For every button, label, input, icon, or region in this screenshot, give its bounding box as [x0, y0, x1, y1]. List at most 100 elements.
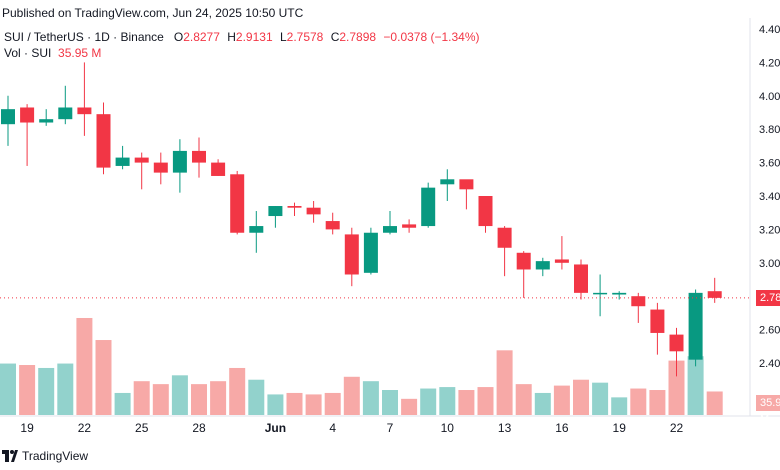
candle-body	[440, 179, 455, 185]
volume-bar	[611, 397, 628, 415]
volume-bar	[534, 392, 551, 415]
volume-bar	[229, 367, 246, 415]
candle-body	[344, 234, 359, 275]
candle	[516, 251, 531, 298]
candle-body	[459, 179, 474, 190]
volume-bar	[324, 392, 341, 415]
published-caption: Published on TradingView.com, Jun 24, 20…	[2, 6, 304, 20]
time-tick-label: 28	[192, 421, 206, 435]
candle-body	[535, 261, 550, 270]
candle-body	[134, 157, 149, 163]
candle	[688, 289, 703, 367]
volume-bar	[439, 387, 456, 415]
candle-body	[58, 107, 73, 120]
candle-body	[153, 162, 168, 173]
candle	[1, 95, 15, 146]
volume-bar	[401, 398, 418, 415]
time-axis[interactable]: 19 22 25 28 Jun 4 7 10 13 16 19 22	[20, 421, 683, 435]
volume-bar	[382, 390, 398, 415]
candle-body	[39, 119, 54, 123]
candle	[707, 277, 722, 303]
candle	[574, 259, 588, 300]
candle	[497, 226, 512, 277]
candle-body	[593, 292, 608, 295]
time-tick-label: 19	[613, 421, 627, 435]
close-value: 2.7898	[339, 30, 377, 44]
candle	[287, 202, 302, 217]
volume-bars	[0, 317, 723, 415]
candle	[115, 145, 130, 170]
candle-body	[268, 206, 283, 217]
price-tick-label: 2.4000	[759, 358, 780, 370]
candle-body	[554, 259, 569, 263]
price-tick-label: 3.8000	[759, 124, 780, 136]
candle-body	[612, 292, 627, 295]
candle-body	[172, 150, 187, 173]
open-value: 2.8277	[183, 30, 220, 44]
candle-body	[96, 114, 111, 168]
volume-bar	[362, 381, 379, 415]
volume-bar	[286, 392, 303, 415]
price-tick-label: 3.4000	[759, 191, 780, 203]
candle-body	[631, 296, 646, 307]
volume-bar	[515, 384, 532, 415]
change-value: −0.0378 (−1.34%)	[383, 30, 480, 44]
candle-body	[707, 291, 722, 298]
candle	[325, 212, 340, 235]
volume-bar	[477, 387, 494, 415]
volume-bar	[152, 384, 169, 415]
volume-bar	[191, 384, 207, 415]
time-tick-label: 7	[387, 421, 394, 435]
volume-bar	[133, 381, 150, 415]
candle-body	[574, 264, 588, 293]
candle	[58, 85, 73, 125]
open-label: O	[173, 30, 184, 44]
candle-body	[77, 107, 92, 115]
current-price-tag: 2.7898	[756, 289, 780, 306]
candle-body	[211, 162, 226, 176]
footer-brand[interactable]: TradingView	[2, 449, 88, 463]
candle-body	[287, 206, 302, 208]
volume-bar	[171, 375, 188, 415]
candle	[669, 327, 684, 377]
time-tick-label: 13	[498, 421, 512, 435]
candle	[459, 179, 474, 210]
low-label: L	[279, 30, 287, 44]
candle	[478, 196, 493, 233]
symbol-title[interactable]: SUI / TetherUS · 1D · Binance	[4, 30, 164, 44]
price-axis[interactable]: 4.4000 4.2000 4.0000 3.8000 3.6000 3.4000 3.20…	[759, 24, 780, 370]
volume-bar	[668, 360, 685, 415]
candle	[612, 291, 627, 300]
time-tick-label: Jun	[265, 421, 286, 435]
price-tick-label: 3.2000	[759, 224, 780, 236]
volume-bar	[687, 356, 704, 415]
volume-label[interactable]: Vol · SUI	[4, 46, 52, 60]
time-tick-label: 16	[555, 421, 569, 435]
candle-body	[383, 226, 397, 233]
candle	[344, 227, 359, 287]
current-volume-tag: 35.95 M	[756, 395, 780, 425]
candle-body	[688, 292, 703, 360]
symbol-legend: SUI / TetherUS · 1D · Binance O2.8277 H 2…	[4, 30, 484, 44]
time-tick-label: 10	[441, 421, 455, 435]
price-tick-label: 2.6000	[759, 325, 780, 337]
candle	[421, 182, 436, 228]
volume-bar	[248, 379, 265, 415]
footer-brand-label: TradingView	[22, 449, 89, 463]
candle	[268, 206, 283, 228]
close-label: C	[330, 30, 340, 44]
candle-body	[402, 224, 417, 228]
volume-bar	[553, 385, 570, 415]
candle-body	[363, 232, 378, 273]
candle-body	[497, 227, 512, 248]
candle	[230, 170, 245, 235]
volume-bar	[38, 367, 55, 415]
time-tick-label: 22	[670, 421, 684, 435]
candle	[249, 211, 264, 253]
candle	[134, 152, 149, 190]
candle	[631, 292, 646, 323]
high-label: H	[227, 30, 236, 44]
candle-body	[650, 309, 665, 333]
candle	[535, 257, 550, 277]
